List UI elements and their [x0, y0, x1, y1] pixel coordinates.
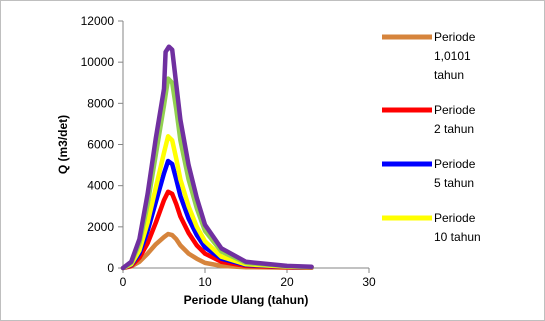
legend-label: Periode: [434, 30, 476, 44]
y-tick-label: 12000: [81, 14, 115, 28]
series-line-4: [120, 134, 314, 271]
x-tick-label: 20: [280, 275, 294, 289]
y-tick-label: 6000: [87, 138, 114, 152]
y-axis-title: Q (m3/det): [56, 115, 70, 174]
y-tick-label: 10000: [81, 55, 115, 69]
axes: [122, 21, 369, 269]
x-tick-label: 30: [362, 275, 376, 289]
legend-item-2: Periode 2 tahun: [382, 103, 476, 136]
x-tick-label: 0: [120, 275, 127, 289]
legend-label: Periode: [434, 211, 476, 225]
y-tick-label: 0: [107, 261, 114, 275]
legend-label: 2 tahun: [434, 122, 474, 136]
series-line-1: [120, 231, 314, 271]
series-line-6: [120, 44, 314, 271]
legend-item-3: Periode 5 tahun: [382, 157, 476, 190]
legend-item-4: Periode 10 tahun: [382, 211, 481, 244]
legend-label: 1,0101: [434, 49, 471, 63]
legend-label: 10 tahun: [434, 230, 481, 244]
legend-label: Periode: [434, 157, 476, 171]
legend: Periode 1,0101 tahun Periode 2 tahun Periode 5…: [382, 30, 481, 244]
x-tick-label: 10: [198, 275, 212, 289]
legend-label: tahun: [434, 68, 464, 82]
y-tick-label: 4000: [87, 179, 114, 193]
legend-label: Periode: [434, 103, 476, 117]
series-lines: [120, 44, 314, 271]
ticks: 0 2000 4000 6000 8000 10000 12000 0 10 20 30: [81, 14, 376, 289]
series-line-2: [120, 189, 314, 271]
y-tick-label: 8000: [87, 96, 114, 110]
legend-item-1: Periode 1,0101 tahun: [382, 30, 476, 82]
x-axis-title: Periode Ulang (tahun): [184, 293, 309, 307]
y-tick-label: 2000: [87, 220, 114, 234]
legend-label: 5 tahun: [434, 176, 474, 190]
